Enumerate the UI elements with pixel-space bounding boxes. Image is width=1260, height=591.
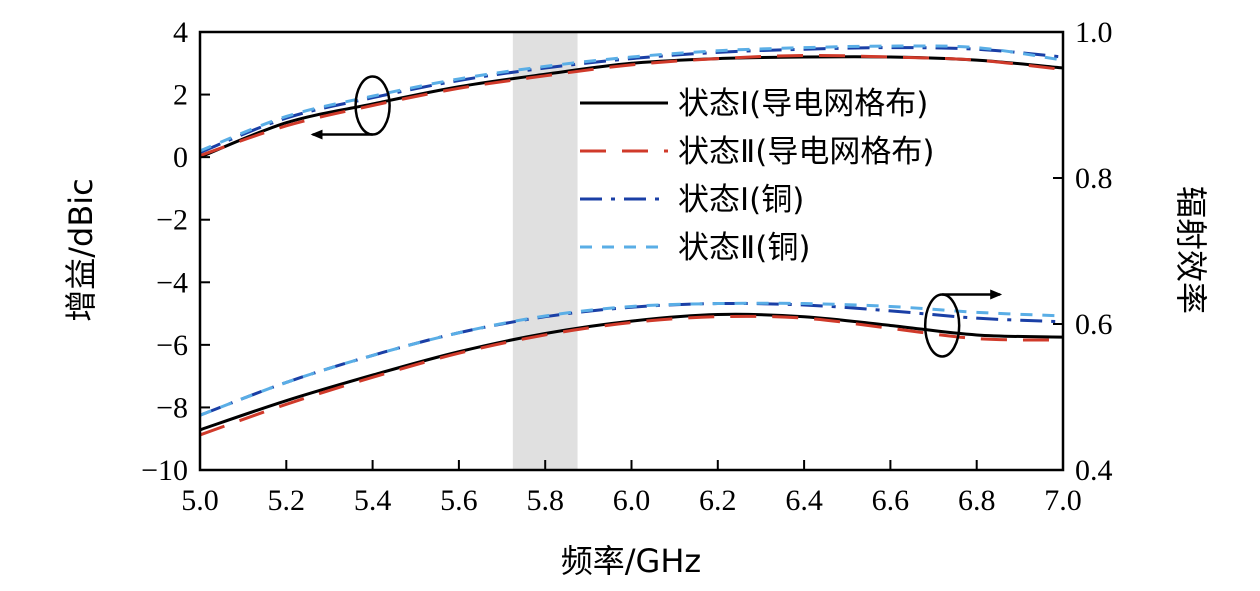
- y-left-tick-label: 0: [173, 141, 188, 174]
- ticks-layer: 5.0 5.2 5.4 5.6 5.8 6.0 6.2 6.4 6.6 6.8 7.0 4 2 0 −2 −4…: [141, 16, 1112, 517]
- efficiency-line-2: [199, 314, 1064, 437]
- legend-label-2: 状态Ⅱ(导电网格布): [678, 134, 934, 170]
- x-tick-label: 7.0: [1044, 484, 1082, 517]
- x-tick-label: 5.2: [268, 484, 306, 517]
- plot-frame: [198, 30, 1065, 472]
- y-left-tick-label: 4: [173, 16, 188, 49]
- y-right-axis-title: 辐射效率: [1172, 186, 1210, 314]
- y-right-tick-label: 0.4: [1075, 454, 1113, 487]
- efficiency-line-1: [199, 312, 1064, 432]
- x-axis-title: 频率/GHz: [561, 542, 701, 580]
- y-left-axis-title: 增益/dBic: [62, 178, 100, 322]
- x-tick-label: 6.8: [958, 484, 996, 517]
- y-left-tick-label: −8: [156, 391, 188, 424]
- y-right-tick-label: 1.0: [1075, 16, 1113, 49]
- annotation-layer: [310, 75, 1003, 358]
- x-tick-label: 6.2: [699, 484, 737, 517]
- y-left-tick-label: −2: [156, 204, 188, 237]
- gain-line-3: [199, 46, 1064, 154]
- legend-label-4: 状态Ⅱ(铜): [678, 230, 810, 266]
- y-left-tick-label: −4: [156, 266, 188, 299]
- legend: 状态Ⅰ(导电网格布) 状态Ⅱ(导电网格布) 状态Ⅰ(铜) 状态Ⅱ(铜): [580, 86, 934, 266]
- shaded-band: [512, 32, 578, 470]
- y-right-tick-label: 0.6: [1075, 308, 1113, 341]
- legend-label-3: 状态Ⅰ(铜): [678, 182, 804, 218]
- shaded-band-layer: [512, 32, 578, 470]
- series-layer: [199, 44, 1064, 437]
- x-tick-label: 5.6: [440, 484, 478, 517]
- y-right-tick-label: 0.8: [1075, 162, 1113, 195]
- efficiency-line-4: [199, 301, 1064, 417]
- x-tick-label: 5.4: [354, 484, 392, 517]
- gain-line-2: [199, 53, 1064, 157]
- x-tick-label: 6.6: [872, 484, 910, 517]
- efficiency-curve-ellipse: [923, 293, 961, 358]
- x-tick-label: 5.0: [181, 484, 219, 517]
- y-left-tick-label: 2: [173, 79, 188, 112]
- x-tick-label: 6.0: [613, 484, 651, 517]
- y-left-tick-label: −10: [141, 454, 188, 487]
- legend-label-1: 状态Ⅰ(导电网格布): [678, 86, 928, 122]
- x-tick-label: 5.8: [526, 484, 564, 517]
- gain-line-4: [199, 44, 1064, 153]
- y-left-tick-label: −6: [156, 329, 188, 362]
- x-tick-label: 6.4: [785, 484, 823, 517]
